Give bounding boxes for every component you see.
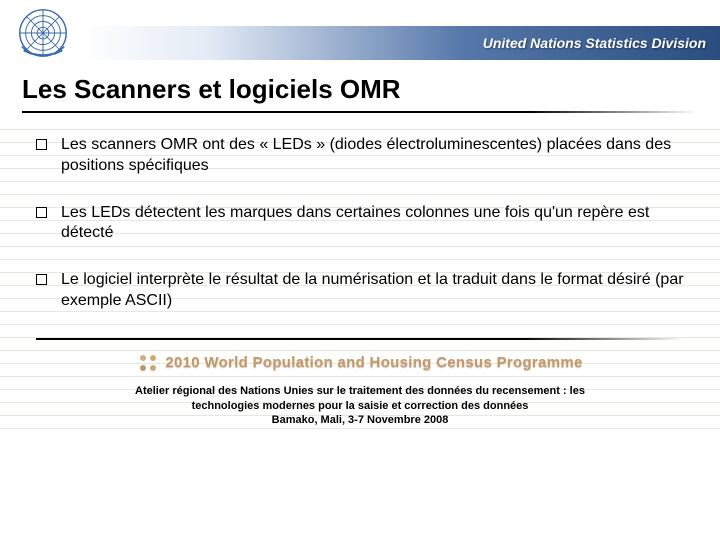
title-underline (22, 111, 698, 113)
bullet-square-icon (36, 274, 47, 285)
title-area: Les Scanners et logiciels OMR (0, 68, 720, 117)
footer-programme-bar: 2010 World Population and Housing Census… (22, 352, 698, 374)
content-underline (36, 338, 684, 340)
bullet-text: Les LEDs détectent les marques dans cert… (61, 203, 684, 245)
footer-line: technologies modernes pour la saisie et … (36, 399, 684, 414)
footer-line: Bamako, Mali, 3-7 Novembre 2008 (36, 413, 684, 428)
header-org-text: United Nations Statistics Division (483, 35, 706, 51)
footer-text: Atelier régional des Nations Unies sur l… (36, 384, 684, 429)
page-title: Les Scanners et logiciels OMR (22, 74, 698, 109)
bullet-text: Les scanners OMR ont des « LEDs » (diode… (61, 135, 684, 177)
bullet-item: Les LEDs détectent les marques dans cert… (36, 203, 684, 245)
un-logo (14, 4, 72, 62)
header-band: United Nations Statistics Division (80, 26, 720, 60)
bullet-text: Le logiciel interprète le résultat de la… (61, 270, 684, 312)
content-area: Les scanners OMR ont des « LEDs » (diode… (0, 117, 720, 438)
programme-text: 2010 World Population and Housing Census… (165, 354, 582, 371)
bullet-item: Le logiciel interprète le résultat de la… (36, 270, 684, 312)
footer-line: Atelier régional des Nations Unies sur l… (36, 384, 684, 399)
bullet-item: Les scanners OMR ont des « LEDs » (diode… (36, 135, 684, 177)
bullet-list: Les scanners OMR ont des « LEDs » (diode… (36, 135, 684, 312)
bullet-square-icon (36, 139, 47, 150)
header: United Nations Statistics Division (0, 0, 720, 68)
dots-icon (137, 352, 165, 374)
bullet-square-icon (36, 207, 47, 218)
